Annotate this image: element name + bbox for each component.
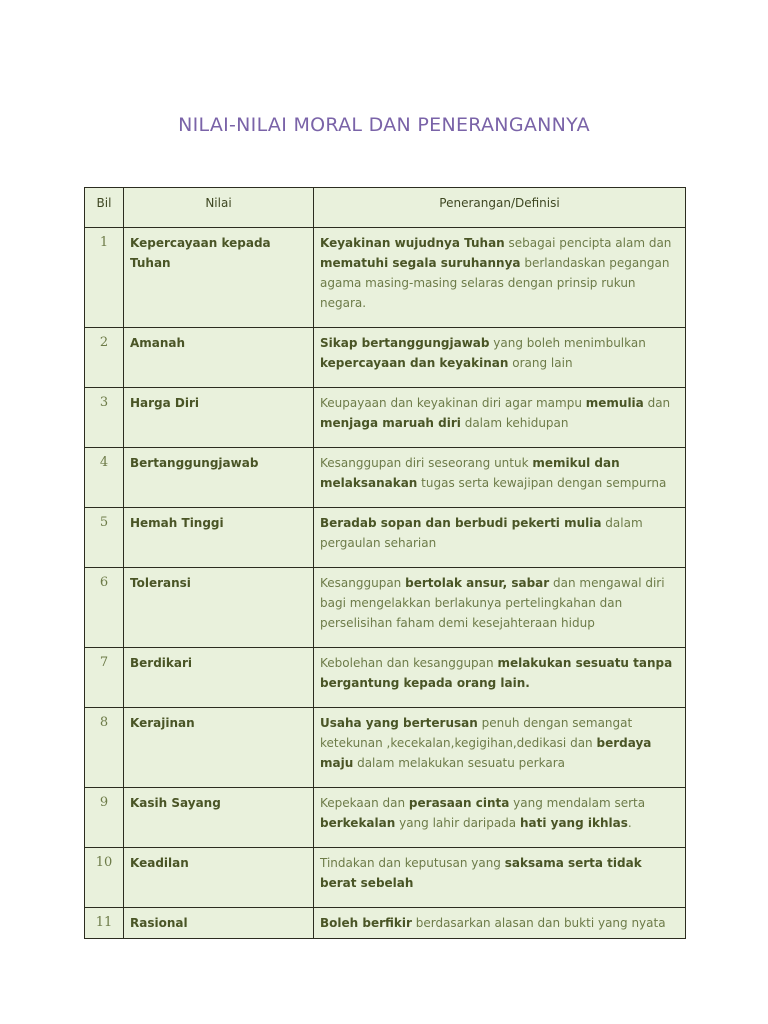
value-name: Kasih Sayang — [123, 787, 314, 848]
table-row: 5 Hemah Tinggi Beradab sopan dan berbudi p… — [84, 507, 686, 568]
value-name: Keadilan — [123, 847, 314, 908]
definition-text: yang mendalam serta — [509, 796, 646, 810]
definition-text: dan mengawal diri bagi mengelakkan berla… — [320, 576, 665, 630]
definition-emphasis: perasaan cinta — [408, 796, 510, 810]
row-number: 1 — [84, 227, 124, 328]
definition-text: Kesanggupan diri seseorang untuk — [320, 456, 533, 470]
value-definition: Kepekaan dan perasaan cinta yang mendala… — [313, 787, 686, 848]
header-bil: Bil — [84, 187, 124, 228]
value-name: Berdikari — [123, 647, 314, 708]
table-row: 1 Kepercayaan kepada Tuhan Keyakinan wujud… — [84, 227, 686, 328]
row-number: 3 — [84, 387, 124, 448]
definition-text: dalam melakukan sesuatu perkara — [353, 756, 565, 770]
table-row: 9 Kasih Sayang Kepekaan dan perasaan cinta… — [84, 787, 686, 848]
moral-values-table: Bil Nilai Penerangan/Definisi 1 Kepercaya… — [84, 187, 686, 939]
value-definition: Sikap bertanggungjawab yang boleh menimb… — [313, 327, 686, 388]
value-name: Kerajinan — [123, 707, 314, 788]
definition-text: Keupayaan dan keyakinan diri agar mampu — [320, 396, 586, 410]
definition-text: penuh dengan semangat ketekunan ,kecekal… — [320, 716, 633, 750]
value-definition: Kebolehan dan kesanggupan melakukan sesu… — [313, 647, 686, 708]
definition-emphasis: berdaya maju — [320, 736, 652, 770]
header-nilai: Nilai — [123, 187, 314, 228]
definition-emphasis: bertolak ansur, sabar — [405, 576, 550, 590]
row-number: 10 — [84, 847, 124, 908]
definition-text: tugas serta kewajipan dengan sempurna — [417, 476, 667, 490]
definition-emphasis: memulia — [585, 396, 644, 410]
definition-text: Kebolehan dan kesanggupan — [320, 656, 498, 670]
value-name: Amanah — [123, 327, 314, 388]
row-number: 11 — [84, 907, 124, 939]
value-definition: Keyakinan wujudnya Tuhan sebagai pencipt… — [313, 227, 686, 328]
table-row: 7 Berdikari Kebolehan dan kesanggupan mela… — [84, 647, 686, 708]
definition-text: sebagai pencipta alam dan — [504, 236, 672, 250]
row-number: 5 — [84, 507, 124, 568]
definition-emphasis: saksama serta tidak berat sebelah — [320, 856, 642, 890]
page-title: NILAI-NILAI MORAL DAN PENERANGANNYA — [178, 114, 590, 136]
row-number: 6 — [84, 567, 124, 648]
definition-text: Tindakan dan keputusan yang — [320, 856, 505, 870]
value-name: Kepercayaan kepada Tuhan — [123, 227, 314, 328]
definition-text: dalam kehidupan — [460, 416, 569, 430]
table-row: 8 Kerajinan Usaha yang berterusan penuh de… — [84, 707, 686, 788]
row-number: 7 — [84, 647, 124, 708]
definition-emphasis: Keyakinan wujudnya Tuhan — [320, 236, 505, 250]
definition-text: Kesanggupan — [320, 576, 406, 590]
definition-emphasis: berkekalan — [320, 816, 396, 830]
definition-text: Kepekaan dan — [320, 796, 409, 810]
value-definition: Boleh berfikir berdasarkan alasan dan bu… — [313, 907, 686, 939]
table-row: 3 Harga Diri Keupayaan dan keyakinan diri … — [84, 387, 686, 448]
value-name: Bertanggungjawab — [123, 447, 314, 508]
value-name: Harga Diri — [123, 387, 314, 448]
value-name: Rasional — [123, 907, 314, 939]
value-definition: Usaha yang berterusan penuh dengan seman… — [313, 707, 686, 788]
value-definition: Kesanggupan diri seseorang untuk memikul… — [313, 447, 686, 508]
table-row: 10 Keadilan Tindakan dan keputusan yang sa… — [84, 847, 686, 908]
value-definition: Keupayaan dan keyakinan diri agar mampu … — [313, 387, 686, 448]
row-number: 8 — [84, 707, 124, 788]
definition-emphasis: Beradab sopan dan berbudi pekerti mulia — [320, 516, 602, 530]
value-definition: Tindakan dan keputusan yang saksama sert… — [313, 847, 686, 908]
definition-text: berdasarkan alasan dan bukti yang nyata — [411, 916, 666, 930]
definition-emphasis: hati yang ikhlas — [519, 816, 628, 830]
value-definition: Kesanggupan bertolak ansur, sabar dan me… — [313, 567, 686, 648]
row-number: 9 — [84, 787, 124, 848]
table-row: 2 Amanah Sikap bertanggungjawab yang boleh… — [84, 327, 686, 388]
definition-text: berlandaskan pegangan agama masing-masin… — [320, 256, 670, 310]
value-definition: Beradab sopan dan berbudi pekerti mulia … — [313, 507, 686, 568]
definition-text: dalam pergaulan seharian — [320, 516, 643, 550]
row-number: 4 — [84, 447, 124, 508]
definition-emphasis: Boleh berfikir — [320, 916, 412, 930]
definition-text: . — [627, 816, 632, 830]
definition-text: orang lain — [508, 356, 573, 370]
definition-emphasis: menjaga maruah diri — [320, 416, 461, 430]
value-name: Hemah Tinggi — [123, 507, 314, 568]
definition-emphasis: kepercayaan dan keyakinan — [320, 356, 509, 370]
table-row: 6 Toleransi Kesanggupan bertolak ansur, sa… — [84, 567, 686, 648]
definition-emphasis: Usaha yang berterusan — [320, 716, 478, 730]
definition-emphasis: mematuhi segala suruhannya — [320, 256, 521, 270]
definition-emphasis: melakukan sesuatu tanpa bergantung kepad… — [320, 656, 673, 690]
definition-text: dan — [643, 396, 671, 410]
table-header-row: Bil Nilai Penerangan/Definisi — [84, 187, 686, 228]
header-penerangan: Penerangan/Definisi — [313, 187, 686, 228]
definition-text: yang boleh menimbulkan — [489, 336, 646, 350]
table-row: 11 Rasional Boleh berfikir berdasarkan ala… — [84, 907, 686, 939]
definition-emphasis: memikul dan melaksanakan — [320, 456, 620, 490]
row-number: 2 — [84, 327, 124, 388]
definition-emphasis: Sikap bertanggungjawab — [320, 336, 490, 350]
definition-text: yang lahir daripada — [395, 816, 520, 830]
table-row: 4 Bertanggungjawab Kesanggupan diri seseor… — [84, 447, 686, 508]
value-name: Toleransi — [123, 567, 314, 648]
